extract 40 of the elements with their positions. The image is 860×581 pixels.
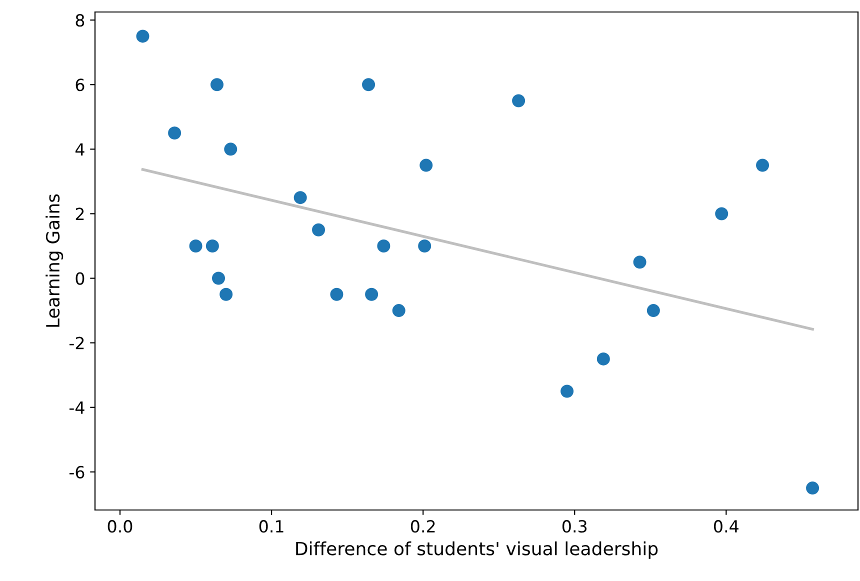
- x-tick-label: 0.4: [714, 520, 738, 533]
- y-tick-label: 4: [75, 143, 84, 156]
- point: [377, 239, 390, 252]
- x-tick-label: 0.0: [108, 520, 132, 533]
- point: [560, 384, 574, 398]
- y-axis-title: Learning Gains: [46, 194, 64, 327]
- point: [136, 30, 150, 43]
- point: [756, 158, 770, 172]
- y-tick-label: -6: [69, 466, 84, 478]
- point: [806, 482, 820, 495]
- point: [365, 288, 378, 301]
- point: [330, 288, 344, 301]
- x-axis-title: Difference of students' visual leadership: [296, 541, 658, 559]
- x-tick-label: 0.2: [410, 520, 435, 533]
- y-tick-label: -2: [69, 336, 84, 350]
- x-tick-label: 0.3: [562, 520, 587, 533]
- point: [596, 352, 610, 366]
- point: [212, 272, 226, 285]
- point: [294, 191, 307, 204]
- point: [512, 94, 526, 108]
- point: [312, 223, 326, 236]
- y-tick-label: -4: [69, 402, 84, 414]
- point: [189, 239, 202, 252]
- point: [392, 304, 406, 318]
- point: [633, 256, 646, 269]
- point: [206, 239, 219, 252]
- point: [418, 239, 432, 252]
- point: [224, 142, 238, 156]
- point: [646, 304, 660, 318]
- point: [210, 78, 224, 92]
- point: [362, 78, 376, 92]
- point: [168, 126, 182, 140]
- y-tick-label: 2: [76, 208, 84, 220]
- x-tick-label: 0.1: [259, 520, 284, 533]
- y-tick-label: 6: [76, 78, 84, 92]
- y-tick-label: 0: [76, 272, 84, 285]
- point: [420, 158, 433, 172]
- point: [220, 288, 233, 301]
- y-tick-label: 8: [76, 14, 84, 27]
- point: [715, 207, 728, 220]
